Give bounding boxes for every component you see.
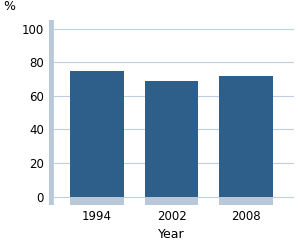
X-axis label: Year: Year bbox=[158, 228, 185, 242]
Bar bbox=[145, 197, 198, 205]
Y-axis label: %: % bbox=[3, 0, 15, 13]
Bar bbox=[70, 197, 124, 205]
Bar bbox=[70, 71, 124, 197]
Bar bbox=[219, 77, 273, 197]
Bar bbox=[219, 197, 273, 205]
Bar bbox=[145, 81, 198, 197]
